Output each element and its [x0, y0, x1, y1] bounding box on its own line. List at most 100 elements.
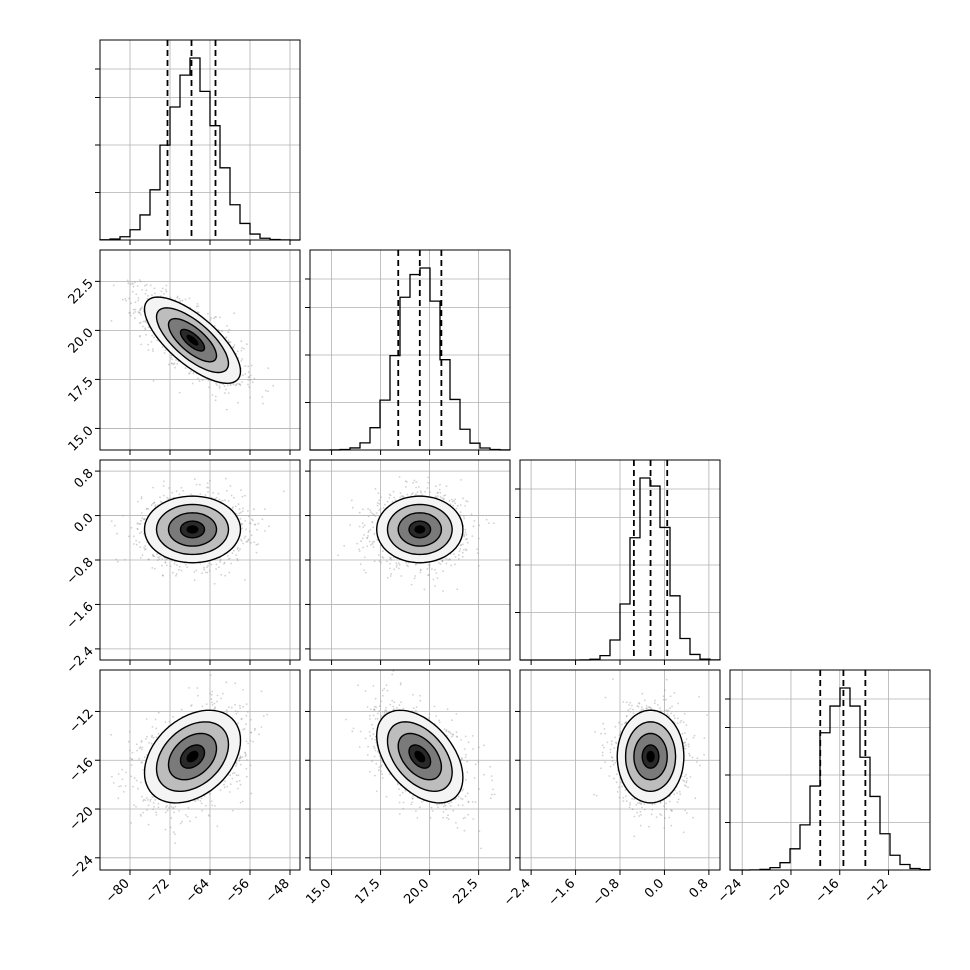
sample-point [117, 773, 120, 775]
sample-point [147, 343, 149, 346]
sample-point [434, 568, 436, 571]
sample-point [171, 491, 174, 494]
sample-point [152, 502, 154, 505]
sample-point [406, 564, 408, 567]
sample-point [435, 485, 437, 488]
sample-point [419, 490, 422, 493]
sample-point [234, 710, 237, 713]
sample-point [389, 562, 391, 565]
sample-point [169, 565, 172, 567]
sample-point [219, 559, 222, 562]
sample-point [241, 495, 244, 498]
sample-point [239, 755, 242, 758]
sample-point [157, 802, 160, 805]
sample-point [247, 365, 250, 368]
sample-point [153, 287, 156, 290]
sample-point [362, 546, 364, 549]
sample-point [375, 512, 378, 515]
sample-point [233, 771, 236, 774]
sample-point [199, 493, 202, 495]
sample-point [145, 289, 148, 292]
sample-point [250, 731, 253, 734]
sample-point [146, 297, 149, 300]
sample-point [434, 495, 437, 498]
sample-point [154, 292, 157, 295]
contour-line [397, 512, 443, 547]
sample-point [136, 749, 139, 752]
sample-point [135, 805, 137, 808]
sample-point [241, 374, 244, 377]
sample-point [195, 483, 198, 486]
sample-point [466, 541, 469, 544]
sample-point [176, 363, 179, 365]
sample-point [462, 497, 464, 500]
sample-point [451, 500, 454, 503]
sample-point [372, 546, 375, 548]
sample-point [359, 563, 362, 565]
sample-point [197, 694, 199, 697]
sample-point [237, 503, 240, 505]
sample-point [139, 335, 141, 338]
sample-point [228, 328, 231, 331]
sample-point [169, 296, 172, 299]
sample-point [141, 517, 144, 519]
sample-point [162, 485, 165, 487]
sample-point [439, 483, 441, 486]
sample-point [367, 508, 369, 510]
sample-point [118, 785, 120, 788]
sample-point [151, 294, 153, 296]
sample-point [238, 508, 241, 511]
panel-frame [729, 669, 931, 871]
sample-point [164, 811, 167, 814]
sample-point [140, 307, 143, 310]
sample-point [412, 481, 414, 484]
sample-point [249, 530, 251, 533]
sample-point [388, 493, 391, 496]
sample-point [212, 492, 214, 494]
sample-point [362, 526, 365, 528]
sample-point [369, 528, 372, 531]
sample-point [463, 534, 465, 537]
sample-point [161, 346, 164, 348]
sample-point [196, 311, 199, 313]
histogram-panel-3 [725, 669, 931, 875]
sample-point [228, 571, 231, 574]
sample-point [390, 557, 392, 559]
sample-point [404, 486, 407, 488]
sample-point [197, 799, 200, 801]
sample-point [194, 800, 197, 802]
sample-point [404, 480, 407, 483]
sample-point [450, 564, 453, 567]
sample-point [215, 563, 218, 566]
sample-point [210, 693, 213, 696]
sample-point [152, 736, 155, 739]
sample-point [249, 379, 252, 382]
sample-point [253, 508, 255, 511]
sample-point [427, 574, 429, 577]
density-core [186, 525, 199, 534]
sample-point [361, 537, 364, 540]
sample-point [452, 504, 455, 507]
sample-point [415, 493, 417, 495]
sample-point [464, 528, 467, 531]
sample-point [225, 336, 227, 339]
sample-point [139, 532, 141, 535]
sample-point [236, 350, 239, 352]
sample-point [142, 325, 144, 328]
sample-point [145, 508, 148, 510]
sample-point [229, 384, 232, 386]
density-panel-2-0 [95, 459, 301, 665]
sample-point [211, 394, 214, 396]
sample-point [243, 347, 245, 350]
sample-point [337, 554, 339, 557]
sample-point [168, 487, 171, 489]
sample-point [140, 741, 143, 743]
sample-point [358, 525, 361, 528]
sample-point [393, 496, 395, 499]
sample-point [465, 538, 467, 541]
sample-point [237, 722, 239, 725]
sample-point [264, 530, 266, 532]
sample-point [193, 579, 196, 582]
sample-point [164, 721, 167, 723]
sample-point [362, 508, 364, 511]
